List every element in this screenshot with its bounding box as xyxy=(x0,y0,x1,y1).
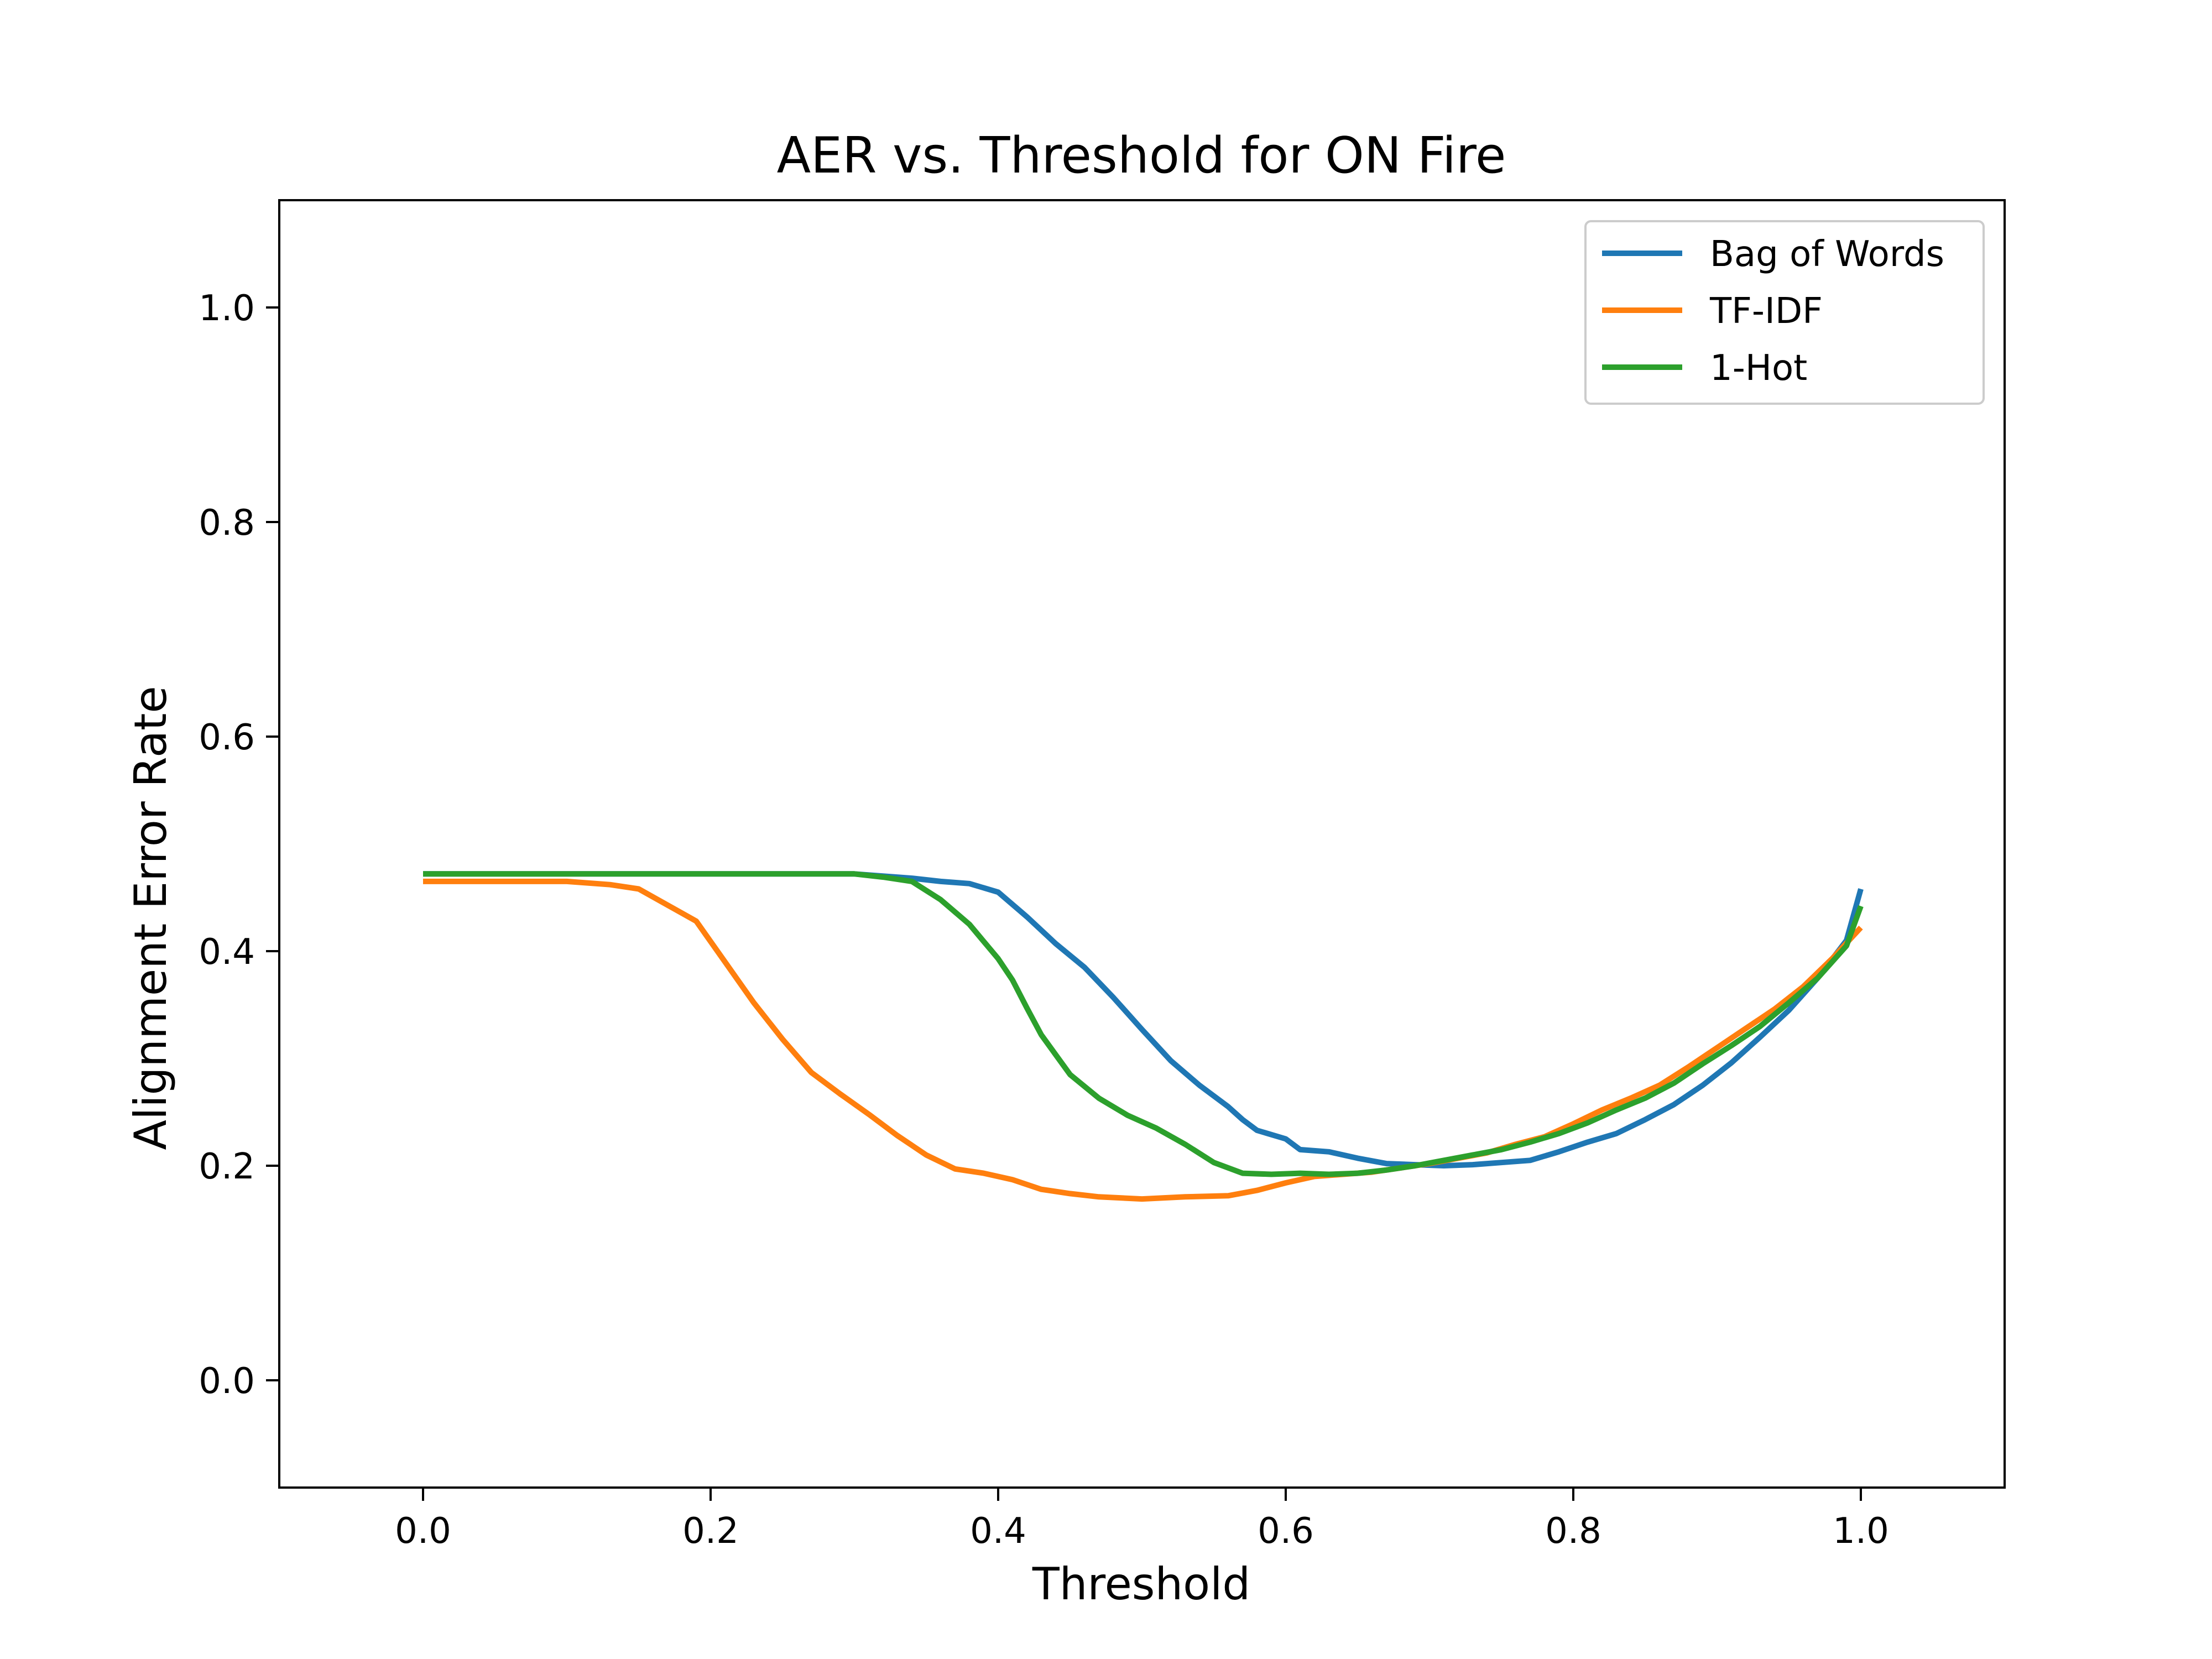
series-line-tf-idf xyxy=(423,878,1863,1202)
y-tick-label: 1.0 xyxy=(199,288,255,329)
axes-frame xyxy=(278,199,2006,1489)
plot-area: 0.0 0.2 0.4 0.6 0.8 1.0 0.0 0.2 0.4 0.6 0.8 1.0 xyxy=(199,199,2006,1552)
legend-label-tf-idf: TF-IDF xyxy=(1709,291,1823,332)
x-tick-label: 0.2 xyxy=(682,1511,739,1552)
series-line-bag-of-words xyxy=(423,871,1864,1168)
legend-box xyxy=(1584,220,1985,405)
y-tick-label: 0.2 xyxy=(199,1146,255,1187)
x-tick-label: 0.6 xyxy=(1258,1511,1314,1552)
x-tick-label: 1.0 xyxy=(1833,1511,1889,1552)
x-axis-label: Threshold xyxy=(1032,1558,1250,1610)
x-tick-label: 0.4 xyxy=(970,1511,1026,1552)
y-tick-label: 0.4 xyxy=(199,932,255,973)
legend-label-bag-of-words: Bag of Words xyxy=(1710,234,1944,275)
x-tick-label: 0.8 xyxy=(1545,1511,1601,1552)
y-tick-label: 0.0 xyxy=(199,1361,255,1402)
series-line-1-hot xyxy=(423,871,1864,1177)
legend: Bag of Words TF-IDF 1-Hot xyxy=(1584,220,1985,405)
y-axis-label: Alignment Error Rate xyxy=(125,686,176,1150)
y-tick-label: 0.6 xyxy=(199,717,255,758)
legend-label-1-hot: 1-Hot xyxy=(1710,348,1807,389)
y-tick-label: 0.8 xyxy=(199,503,255,544)
x-tick-label: 0.0 xyxy=(395,1511,451,1552)
chart-title: AER vs. Threshold for ON Fire xyxy=(777,127,1506,185)
